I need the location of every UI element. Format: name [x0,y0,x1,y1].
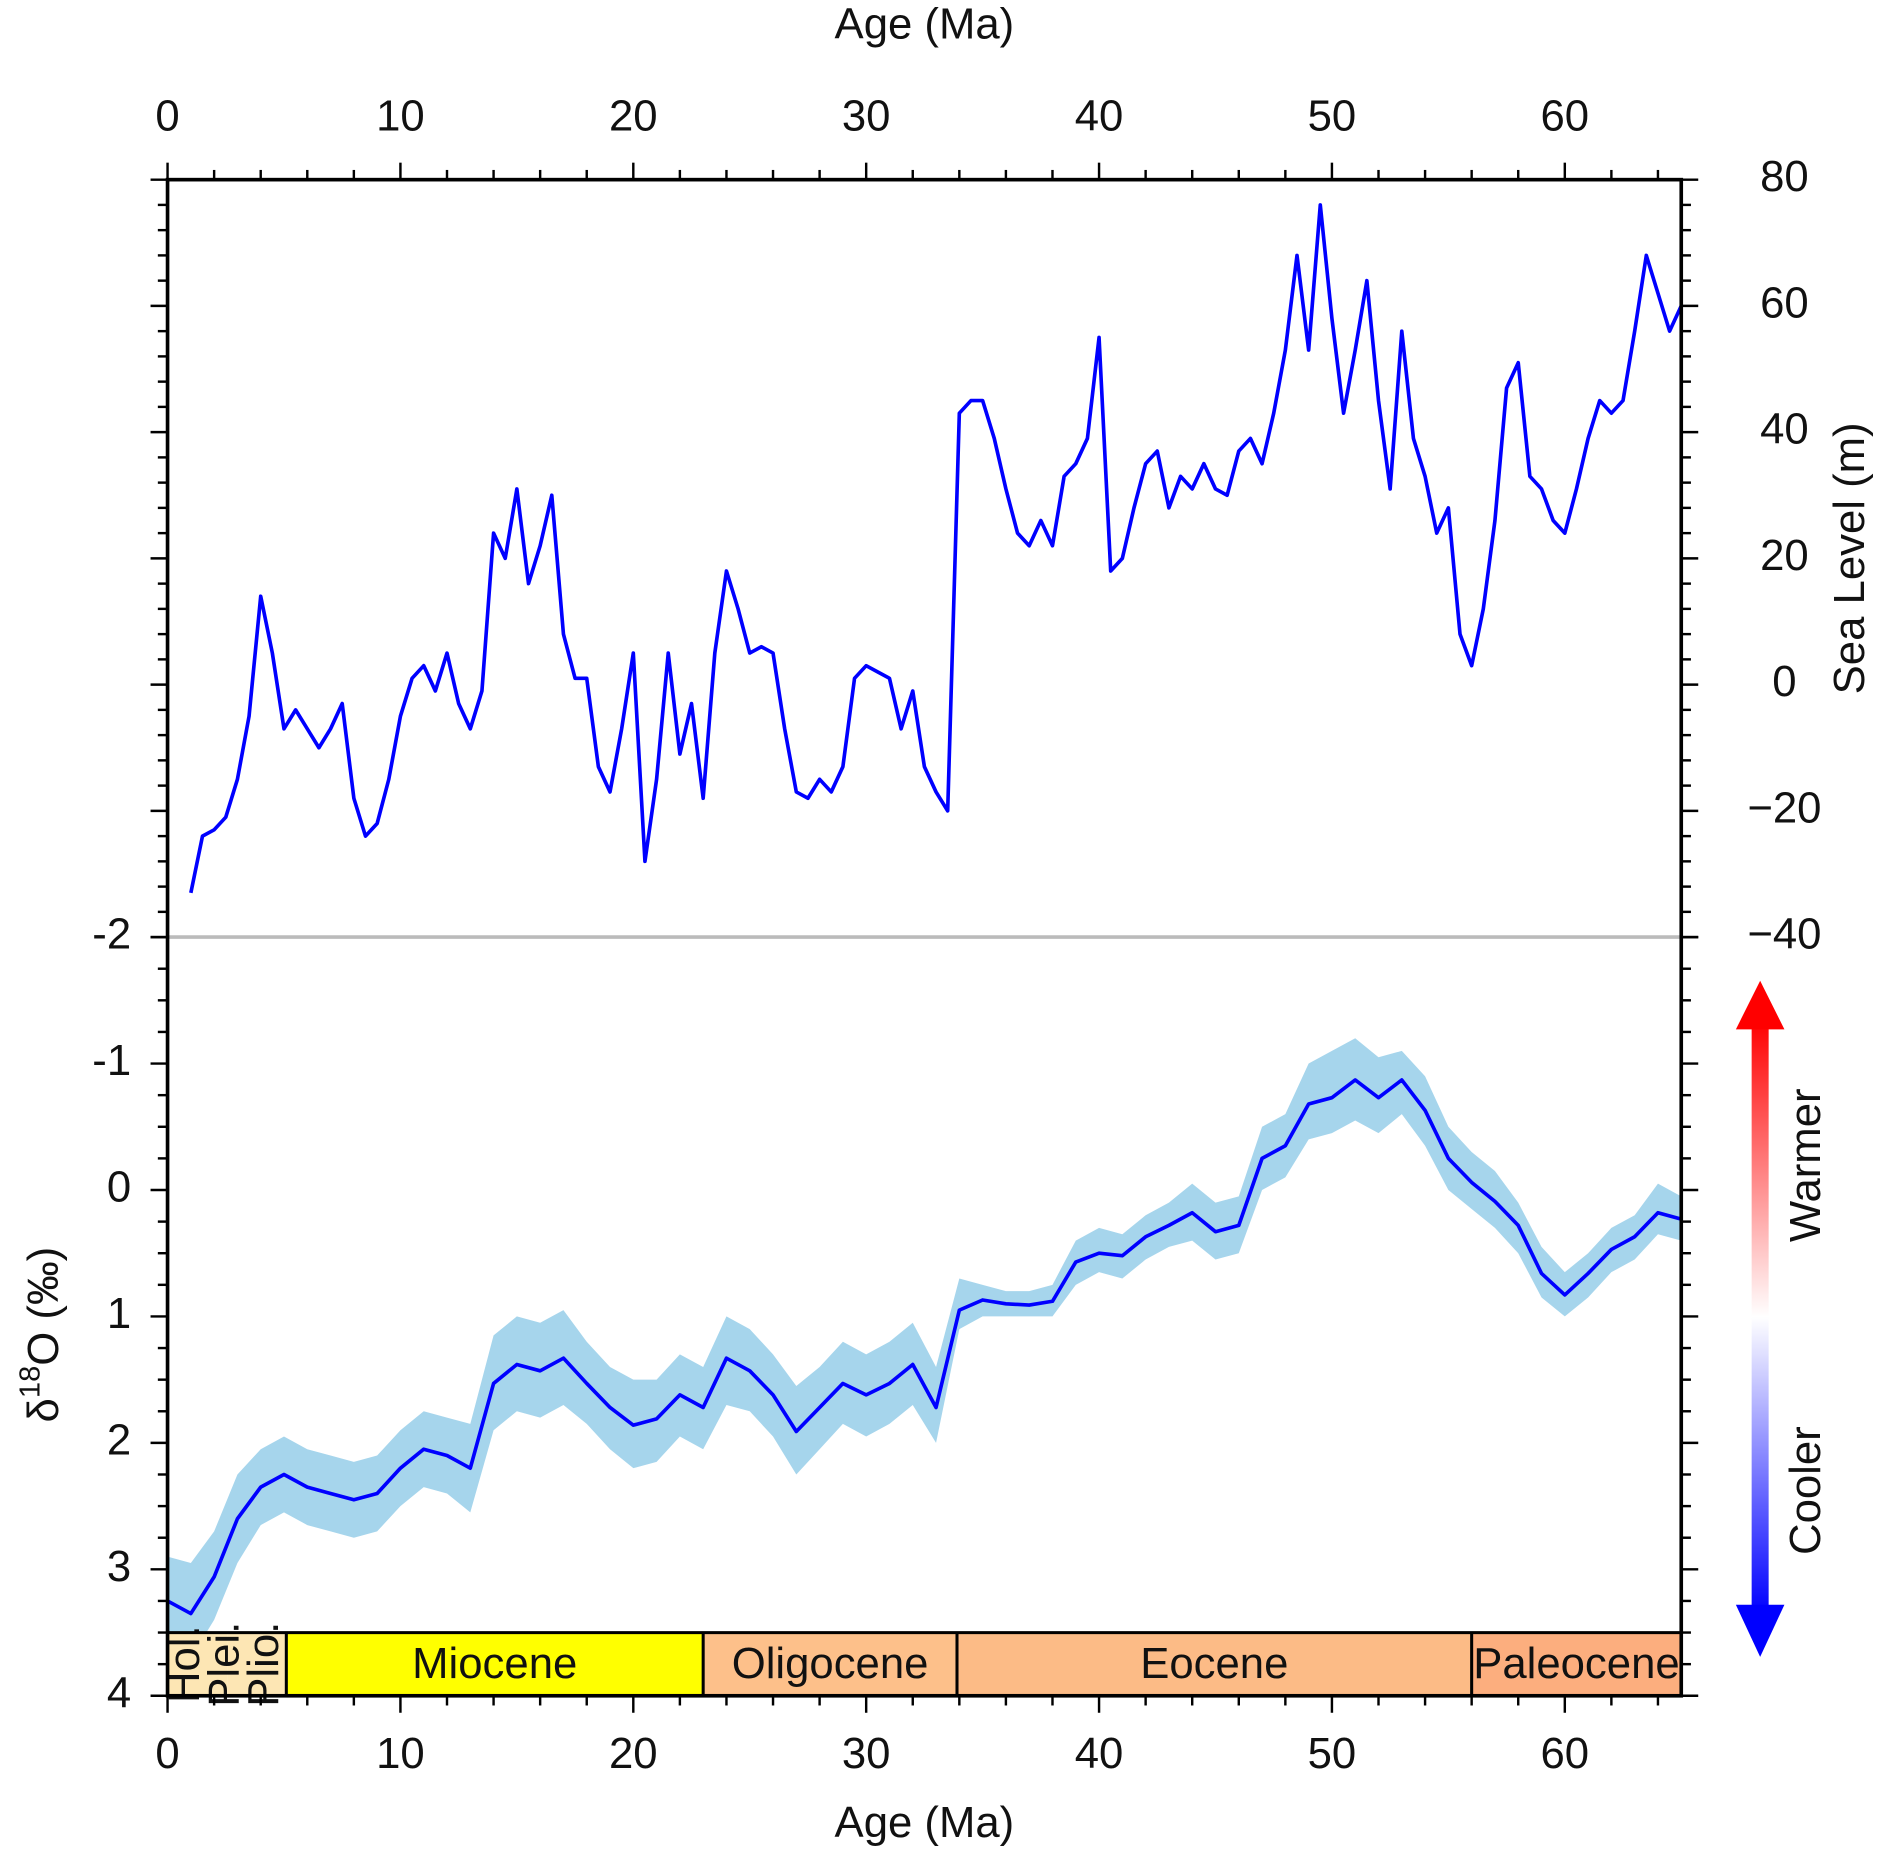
x-tick-label: 40 [1075,1729,1124,1778]
y2-axis-title: Sea Level (m) [1825,422,1874,694]
epoch-box [703,1632,958,1696]
y-tick-label: -1 [92,1036,131,1085]
epoch-box [167,1632,228,1696]
epoch-label: Eocene [1140,1639,1288,1688]
y-axis-title-part: 18 [14,1366,46,1398]
y-tick-label: 3 [107,1542,131,1591]
x-tick-label: 0 [155,1729,179,1778]
x-tick-label: 40 [1075,92,1124,141]
y-tick-label: 2 [107,1415,131,1464]
y-tick-label: 1 [107,1289,131,1338]
y-tick-label: 20 [1760,531,1809,580]
x-tick-label: 60 [1541,1729,1590,1778]
y-tick-label: −20 [1747,783,1821,832]
mask [0,1697,1884,1856]
epoch-label: Plei. [199,1622,248,1707]
y-tick-label: 0 [1772,657,1796,706]
y-tick-label: −40 [1747,910,1821,959]
y-axis-title: δ18O (‰) [14,1247,67,1423]
x-tick-label: 10 [376,92,425,141]
temperature-arrow [1735,980,1785,1657]
y-axis-title-part: O (‰) [19,1247,68,1366]
annotation: Warmer [1781,1088,1830,1242]
y-tick-label: 0 [107,1163,131,1212]
x-axis-title: Age (Ma) [835,0,1015,48]
x-tick-label: 10 [376,1729,425,1778]
x-tick-label: 50 [1308,1729,1357,1778]
data-line [166,1078,1682,1616]
x-tick-label: 20 [609,92,658,141]
y-axis-title-part: δ [19,1398,68,1422]
annotation: Cooler [1781,1426,1830,1555]
epoch-box [957,1632,1472,1696]
epoch-box [227,1632,287,1696]
epoch-label: Oligocene [732,1639,929,1688]
raw-envelope [167,1038,1682,1658]
x-tick-label: 20 [609,1729,658,1778]
y-tick-label: 80 [1760,152,1809,201]
x-tick-label: 30 [842,1729,891,1778]
x-tick-label: 30 [842,92,891,141]
epoch-label: Miocene [412,1639,577,1688]
epoch-label: Plio. [239,1622,288,1707]
epoch-box [1471,1632,1682,1696]
x-tick-label: 60 [1541,92,1590,141]
y-tick-label: 60 [1760,278,1809,327]
x-tick-label: 50 [1308,92,1357,141]
data-line [189,203,1683,894]
y-tick-label: 40 [1760,405,1809,454]
epoch-label: Paleocene [1473,1639,1679,1688]
x-tick-label: 0 [155,92,179,141]
y-tick-label: 4 [107,1668,131,1717]
x-axis-title: Age (Ma) [835,1798,1015,1847]
epoch-box [286,1632,704,1696]
y-tick-label: -2 [92,910,131,959]
